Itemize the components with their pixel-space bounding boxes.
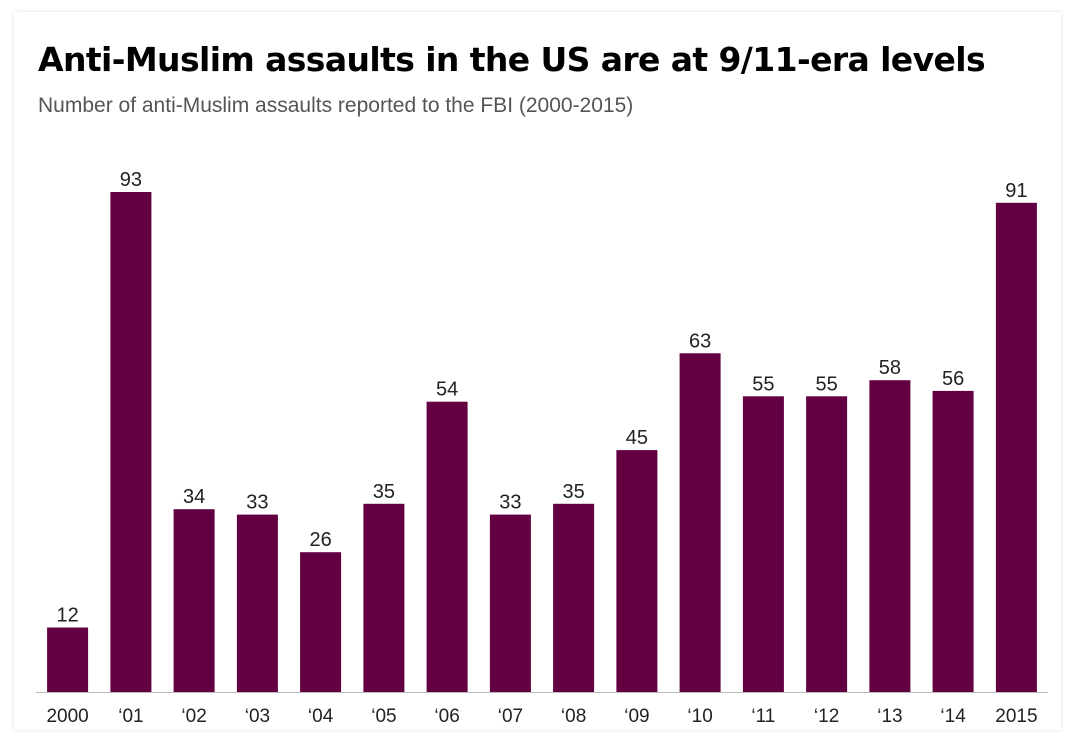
bar <box>300 552 342 692</box>
bar <box>426 401 468 692</box>
bar-value-label: 35 <box>562 481 584 503</box>
x-tick-label: ‘07 <box>498 706 523 727</box>
bar <box>110 192 152 692</box>
x-tick-label: ‘12 <box>814 706 839 727</box>
bar-value-label: 33 <box>499 492 521 514</box>
bar-value-label: 55 <box>815 373 837 395</box>
value-labels-group: 12 93 34 33 26 35 54 33 35 45 63 55 55 58 56 91 <box>56 169 1027 627</box>
bar <box>932 390 974 692</box>
x-tick-label: ‘08 <box>561 706 586 727</box>
chart-subtitle: Number of anti-Muslim assaults reported … <box>38 94 634 117</box>
x-tick-label: ‘04 <box>308 706 334 727</box>
x-tick-label: ‘02 <box>181 706 206 727</box>
bar <box>363 503 405 692</box>
bar <box>806 396 848 692</box>
x-tick-labels-group: 2000 ‘01 ‘02 ‘03 ‘04 ‘05 ‘06 ‘07 ‘08 ‘09 ‘10 ‘11 ‘12… <box>46 706 1037 727</box>
chart-card: Anti-Muslim assaults in the US are at 9/… <box>14 12 1061 730</box>
bar <box>742 396 784 692</box>
x-tick-label: ‘03 <box>245 706 270 727</box>
bar-chart: 12 93 34 33 26 35 54 33 35 45 63 55 55 58 56 91 2000 ‘01… <box>36 169 1048 727</box>
bar <box>47 627 89 692</box>
bar <box>679 353 721 692</box>
bar <box>995 202 1037 693</box>
bar-value-label: 56 <box>942 368 964 390</box>
bar-value-label: 54 <box>436 379 458 401</box>
bars-group <box>47 192 1037 693</box>
bar <box>553 503 595 692</box>
bar <box>869 380 911 692</box>
bar-value-label: 26 <box>309 529 331 551</box>
x-tick-label: ‘05 <box>371 706 396 727</box>
bar <box>236 514 278 692</box>
x-tick-label: ‘13 <box>877 706 902 727</box>
bar-value-label: 93 <box>120 169 142 191</box>
bar-value-label: 58 <box>879 357 901 379</box>
bar-value-label: 63 <box>689 330 711 352</box>
x-tick-label: 2000 <box>46 706 88 727</box>
bar-value-label: 55 <box>752 373 774 395</box>
bar-value-label: 45 <box>626 427 648 449</box>
x-tick-label: ‘01 <box>118 706 143 727</box>
bar-value-label: 12 <box>56 605 78 627</box>
x-tick-label: ‘06 <box>434 706 459 727</box>
bar-value-label: 35 <box>373 481 395 503</box>
chart-title: Anti-Muslim assaults in the US are at 9/… <box>38 40 986 79</box>
x-tick-label: ‘09 <box>624 706 649 727</box>
bar <box>616 450 658 692</box>
x-tick-label: ‘11 <box>751 706 775 727</box>
bar-value-label: 91 <box>1005 180 1027 202</box>
x-tick-label: ‘14 <box>940 706 966 727</box>
bar-value-label: 33 <box>246 492 268 514</box>
bar <box>173 509 215 692</box>
x-tick-label: ‘10 <box>687 706 712 727</box>
bar-value-label: 34 <box>183 486 205 508</box>
x-tick-label: 2015 <box>995 706 1037 727</box>
bar <box>489 514 531 692</box>
